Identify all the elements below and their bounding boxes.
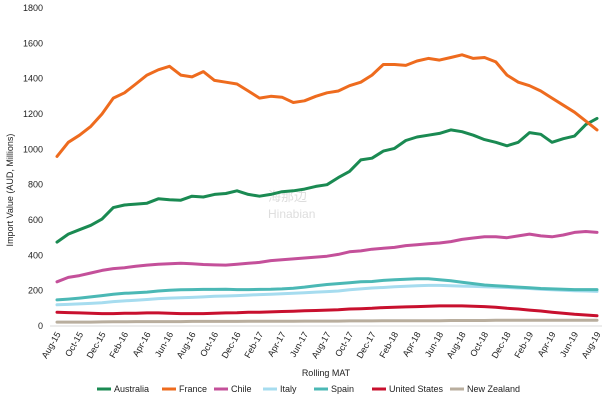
y-tick-label: 1600	[23, 38, 43, 48]
x-tick-label: Dec-15	[85, 330, 108, 360]
series-line-spain	[55, 277, 599, 302]
y-tick-label: 800	[28, 180, 43, 190]
x-tick-label: Aug-19	[580, 330, 603, 360]
y-tick-label: 1800	[23, 3, 43, 13]
x-axis-ticks: Aug-15 Oct-15 Dec-15 Feb-16 Apr-16 Jun-16 Aug-…	[40, 330, 603, 360]
legend-label: Spain	[331, 384, 354, 394]
x-tick-label: Apr-17	[266, 330, 288, 358]
y-axis-title: Import Value (AUD, Millions)	[5, 134, 15, 247]
legend-label: Chile	[231, 384, 252, 394]
series-line-new-zealand	[55, 318, 599, 324]
watermark-latin: Hinabian	[268, 207, 315, 221]
series-lines	[55, 53, 599, 324]
x-tick-label: Feb-17	[242, 330, 265, 360]
series-line-united-states	[55, 304, 599, 318]
legend-label: Australia	[114, 384, 149, 394]
x-tick-label: Aug-16	[175, 330, 198, 360]
x-tick-label: Oct-17	[333, 330, 355, 358]
x-tick-label: Dec-16	[220, 330, 243, 360]
y-tick-label: 200	[28, 286, 43, 296]
x-tick-label: Apr-18	[401, 330, 423, 358]
x-tick-label: Aug-18	[445, 330, 468, 360]
x-tick-label: Jun-18	[423, 330, 445, 359]
x-tick-label: Feb-18	[377, 330, 400, 360]
y-tick-label: 600	[28, 215, 43, 225]
legend-label: New Zealand	[467, 384, 520, 394]
x-tick-label: Apr-16	[131, 330, 153, 358]
series-line-france	[55, 53, 599, 158]
x-tick-label: Aug-17	[310, 330, 333, 360]
x-tick-label: Apr-19	[536, 330, 558, 358]
x-tick-label: Jun-16	[153, 330, 175, 359]
x-tick-label: Oct-15	[63, 330, 85, 358]
x-tick-label: Jun-19	[558, 330, 580, 359]
x-tick-label: Aug-15	[40, 330, 63, 360]
x-tick-label: Dec-17	[355, 330, 378, 360]
series-line-chile	[55, 230, 599, 284]
x-tick-label: Jun-17	[288, 330, 310, 359]
x-tick-label: Dec-18	[490, 330, 513, 360]
legend-label: United States	[389, 384, 444, 394]
y-tick-label: 1400	[23, 74, 43, 84]
x-tick-label: Oct-18	[468, 330, 490, 358]
legend-label: France	[179, 384, 207, 394]
x-tick-label: Feb-16	[107, 330, 130, 360]
x-axis-title: Rolling MAT	[302, 368, 351, 378]
y-tick-label: 1000	[23, 144, 43, 154]
y-axis-ticks: 0 200 400 600 800 1000 1200 1400 1600 1800	[23, 3, 43, 331]
y-tick-label: 1200	[23, 109, 43, 119]
legend-label: Italy	[280, 384, 297, 394]
y-tick-label: 0	[38, 321, 43, 331]
x-tick-label: Feb-19	[512, 330, 535, 360]
series-line-australia	[55, 116, 599, 244]
legend: Australia France Chile Italy Spain United Sta…	[97, 384, 520, 394]
y-tick-label: 400	[28, 250, 43, 260]
x-tick-label: Oct-16	[198, 330, 220, 358]
